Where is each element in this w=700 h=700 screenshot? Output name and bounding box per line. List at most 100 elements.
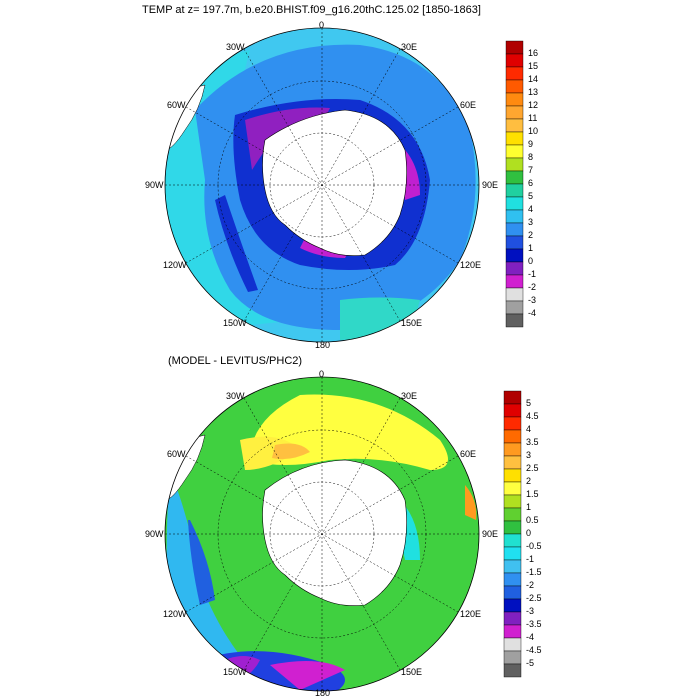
bottom-lon-150e: 150E [401,667,423,677]
bottom-colorbar-swatch-18 [503,624,522,639]
top-colorbar-swatch-5 [505,105,524,120]
top-colorbar-swatch-11 [505,183,524,198]
top-colorbar-label: -3 [528,295,537,305]
top-colorbar-label: 11 [528,113,538,123]
top-lon-0: 0 [319,20,325,30]
top-colorbar-swatch-14 [505,222,524,237]
bottom-colorbar-swatch-13 [503,559,522,574]
top-colorbar-label: -4 [528,308,537,318]
top-colorbar-label: 9 [528,139,534,149]
bottom-colorbar-swatch-6 [503,468,522,483]
bottom-colorbar-label: 1.5 [526,489,539,499]
bottom-lon-150w: 150W [223,667,247,677]
top-colorbar-swatch-18 [505,274,524,289]
top-lon-180: 180 [315,340,331,350]
bottom-colorbar-swatch-2 [503,416,522,431]
top-colorbar-swatch-8 [505,144,524,159]
bottom-colorbar-label: 3.5 [526,437,539,447]
bottom-colorbar-label: -2 [526,580,535,590]
top-lon-90w: 90W [145,180,164,190]
bottom-colorbar-swatch-10 [503,520,522,535]
top-lon-150w: 150W [223,318,247,328]
top-colorbar [505,40,524,328]
bottom-colorbar-label: -1.5 [526,567,542,577]
bottom-colorbar-label: 3 [526,450,532,460]
bottom-colorbar-swatch-16 [503,598,522,613]
bottom-colorbar-label: -2.5 [526,593,542,603]
top-lon-90e: 90E [482,180,499,190]
bottom-colorbar-swatch-7 [503,481,522,496]
bottom-colorbar-swatch-0 [503,390,522,405]
top-colorbar-swatch-19 [505,287,524,302]
top-colorbar-label: 1 [528,243,534,253]
top-colorbar-swatch-7 [505,131,524,146]
top-panel-title: TEMP at z= 197.7m, b.e20.BHIST.f09_g16.2… [142,4,481,16]
top-lon-60w: 60W [167,100,186,110]
bottom-lon-120e: 120E [460,609,482,619]
top-colorbar-label: -2 [528,282,537,292]
top-colorbar-label: 2 [528,230,534,240]
bottom-lon-120w: 120W [163,609,187,619]
bottom-colorbar-swatch-9 [503,507,522,522]
top-colorbar-swatch-13 [505,209,524,224]
bottom-lon-180: 180 [315,688,331,698]
top-colorbar-swatch-6 [505,118,524,133]
bottom-colorbar-label: -4 [526,632,535,642]
top-colorbar-swatch-17 [505,261,524,276]
top-colorbar-swatch-16 [505,248,524,263]
top-lon-30e: 30E [401,42,418,52]
bottom-colorbar-label: -1 [526,554,535,564]
top-colorbar-label: 15 [528,61,539,71]
bottom-colorbar-label: 4.5 [526,411,539,421]
bottom-colorbar-swatch-5 [503,455,522,470]
top-colorbar-swatch-4 [505,92,524,107]
bottom-colorbar-label: -3 [526,606,535,616]
bottom-colorbar-swatch-20 [503,650,522,665]
bottom-colorbar-swatch-1 [503,403,522,418]
top-colorbar-label: 6 [528,178,534,188]
bottom-lon-30w: 30W [226,391,245,401]
bottom-colorbar-label: -3.5 [526,619,542,629]
top-colorbar-label: 7 [528,165,534,175]
top-colorbar-swatch-15 [505,235,524,250]
top-lon-30w: 30W [226,42,245,52]
bottom-colorbar-swatch-3 [503,429,522,444]
top-lon-150e: 150E [401,318,423,328]
bottom-colorbar-swatch-21 [503,663,522,678]
top-lon-120w: 120W [163,260,187,270]
top-colorbar-label: 16 [528,48,539,58]
bottom-colorbar-label: 2.5 [526,463,539,473]
bottom-colorbar-swatch-19 [503,637,522,652]
bottom-colorbar-swatch-11 [503,533,522,548]
bottom-colorbar-swatch-15 [503,585,522,600]
bottom-lon-60e: 60E [460,449,477,459]
top-colorbar-label: 4 [528,204,534,214]
top-lon-120e: 120E [460,260,482,270]
top-lon-60e: 60E [460,100,477,110]
top-colorbar-swatch-3 [505,79,524,94]
top-colorbar-label: 0 [528,256,534,266]
bottom-lon-90e: 90E [482,529,499,539]
bottom-colorbar-swatch-8 [503,494,522,509]
bottom-colorbar-label: 1 [526,502,532,512]
bottom-colorbar-label: -0.5 [526,541,542,551]
top-colorbar-label: -1 [528,269,537,279]
bottom-panel-title: (MODEL - LEVITUS/PHC2) [168,355,303,367]
bottom-lon-30e: 30E [401,391,418,401]
top-colorbar-label: 8 [528,152,534,162]
bottom-map-field [165,377,479,691]
top-map-field [165,28,479,342]
top-colorbar-label: 10 [528,126,539,136]
bottom-colorbar-swatch-17 [503,611,522,626]
bottom-lon-0: 0 [319,369,325,379]
top-colorbar-label: 14 [528,74,539,84]
top-colorbar-swatch-0 [505,40,524,55]
top-colorbar-swatch-10 [505,170,524,185]
top-colorbar-swatch-9 [505,157,524,172]
bottom-colorbar-swatch-14 [503,572,522,587]
bottom-colorbar [503,390,522,678]
bottom-colorbar-label: 5 [526,398,532,408]
top-colorbar-label: 5 [528,191,534,201]
top-colorbar-label: 12 [528,100,539,110]
